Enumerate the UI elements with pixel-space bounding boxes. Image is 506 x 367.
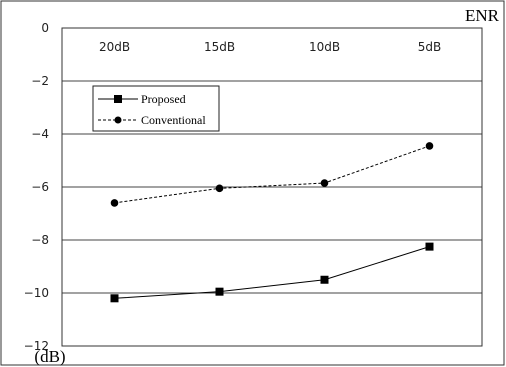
x-axis-ticks: 20dB 15dB 10dB 5dB	[99, 40, 441, 54]
data-point	[215, 184, 224, 193]
y-axis-unit: (dB)	[34, 347, 65, 366]
y-axis-ticks: 0 −2 −4 −6 −8 −10 −12	[24, 21, 49, 353]
legend-box	[92, 85, 220, 132]
legend: Proposed Conventional	[92, 85, 220, 132]
y-tick-label: −12	[24, 339, 49, 353]
data-point	[320, 179, 329, 187]
legend-item: Conventional	[98, 113, 206, 127]
y-tick-label: −2	[31, 74, 49, 88]
series-proposed	[110, 242, 434, 303]
y-tick-label: −6	[31, 180, 49, 194]
y-tick-label: 0	[41, 21, 49, 35]
x-tick-label: 20dB	[99, 40, 130, 54]
series-conventional	[110, 142, 434, 207]
series-line-conventional	[114, 145, 430, 204]
series-layer	[110, 142, 434, 303]
data-point	[425, 242, 434, 251]
legend-item: Proposed	[98, 92, 186, 106]
data-point	[110, 294, 119, 303]
series-line-proposed	[114, 246, 430, 299]
legend-label: Conventional	[141, 113, 206, 127]
plot-area-frame	[61, 27, 483, 347]
legend-label: Proposed	[141, 92, 186, 106]
legend-marker	[114, 95, 122, 103]
data-point	[110, 199, 119, 207]
x-axis-title: ENR	[465, 6, 500, 25]
y-tick-label: −8	[31, 233, 49, 247]
x-tick-label: 10dB	[309, 40, 340, 54]
y-tick-label: −4	[31, 127, 49, 141]
data-point	[320, 275, 329, 284]
data-point	[215, 287, 224, 296]
y-tick-label: −10	[24, 286, 49, 300]
data-point	[425, 142, 434, 150]
x-tick-label: 5dB	[418, 40, 441, 54]
grid-lines	[62, 80, 482, 294]
x-tick-label: 15dB	[204, 40, 235, 54]
legend-marker	[114, 116, 122, 124]
